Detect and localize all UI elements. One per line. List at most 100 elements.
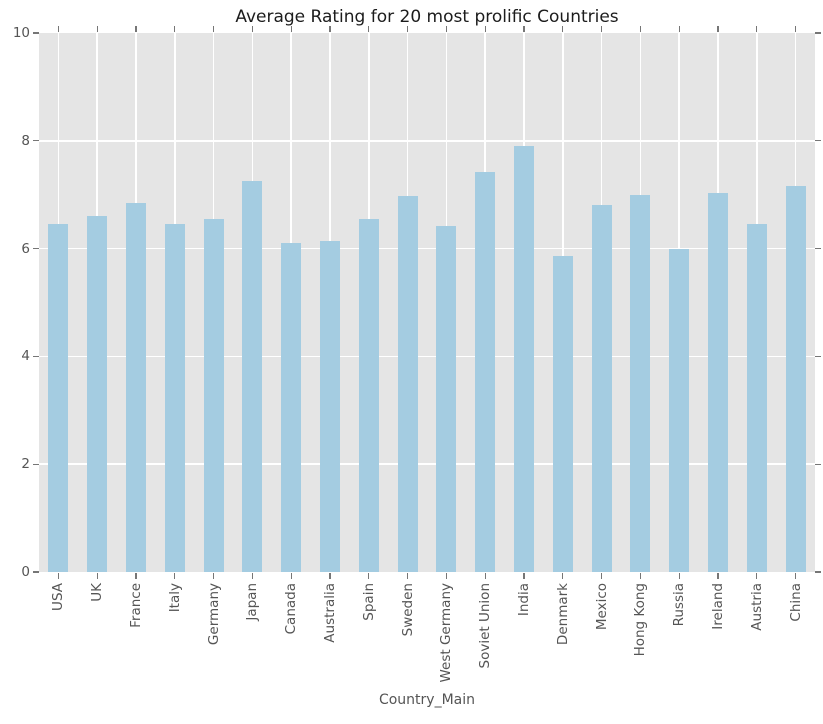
y-tick-right [815, 140, 821, 142]
bar-sweden [397, 195, 418, 572]
x-tick-label-italy: Italy [166, 583, 183, 613]
x-tick-bottom [135, 573, 137, 579]
gridline-horizontal [39, 463, 815, 465]
x-tick-label-west-germany: West Germany [438, 583, 455, 683]
y-tick-label: 6 [21, 240, 30, 257]
x-tick-bottom [368, 573, 370, 579]
y-tick-label: 4 [21, 348, 30, 365]
bar-italy [164, 224, 185, 572]
y-tick-left [33, 32, 39, 34]
x-tick-bottom [329, 573, 331, 579]
x-tick-top [717, 26, 719, 32]
x-tick-label-denmark: Denmark [554, 583, 571, 646]
x-tick-label-soviet-union: Soviet Union [477, 583, 494, 669]
x-tick-label-russia: Russia [671, 583, 688, 627]
x-tick-label-canada: Canada [283, 583, 300, 635]
x-tick-top [135, 26, 137, 32]
bar-uk [87, 216, 108, 572]
x-tick-label-france: France [128, 583, 144, 628]
gridline-horizontal [39, 247, 815, 250]
x-tick-bottom [213, 573, 215, 579]
y-tick-label: 10 [12, 25, 30, 41]
x-tick-bottom [601, 573, 603, 579]
y-tick-label: 2 [21, 456, 30, 473]
y-tick-left [33, 571, 39, 573]
y-tick-label: 8 [21, 132, 30, 149]
x-tick-top [96, 26, 98, 32]
x-tick-label-uk: UK [89, 583, 106, 602]
y-tick-label: 0 [21, 564, 30, 580]
y-tick-left [33, 248, 39, 250]
x-tick-label-germany: Germany [205, 583, 222, 646]
bar-canada [281, 243, 302, 572]
x-tick-bottom [795, 573, 797, 579]
bar-france [126, 202, 146, 572]
plot-area [39, 33, 815, 572]
x-tick-bottom [251, 573, 253, 579]
x-tick-label-hong-kong: Hong Kong [632, 583, 649, 657]
bar-usa [48, 224, 69, 572]
x-tick-bottom [174, 573, 176, 579]
x-tick-top [639, 26, 641, 32]
bar-austria [746, 224, 767, 572]
y-tick-left [33, 355, 39, 357]
x-tick-top [445, 26, 447, 32]
chart-title: Average Rating for 20 most prolific Coun… [235, 7, 619, 27]
x-tick-top [523, 26, 525, 32]
x-tick-label-sweden: Sweden [399, 583, 416, 637]
x-tick-top [756, 26, 758, 32]
x-tick-top [678, 26, 680, 32]
x-tick-bottom [756, 573, 758, 579]
x-tick-top [213, 26, 215, 32]
bar-mexico [591, 205, 612, 572]
x-tick-bottom [290, 573, 292, 579]
y-tick-left [33, 140, 39, 142]
y-tick-left [33, 463, 39, 465]
y-tick-right [815, 248, 821, 250]
x-tick-label-australia: Australia [322, 583, 338, 643]
bar-russia [669, 248, 690, 572]
x-tick-bottom [523, 573, 525, 579]
x-tick-top [174, 26, 176, 32]
x-tick-label-india: India [516, 583, 532, 617]
x-tick-top [484, 26, 486, 32]
gridline-horizontal [39, 355, 815, 358]
x-tick-top [329, 26, 331, 32]
y-tick-right [815, 32, 821, 34]
x-tick-label-japan: Japan [244, 583, 261, 621]
y-tick-right [815, 463, 821, 465]
bar-hong-kong [630, 195, 651, 572]
x-tick-label-ireland: Ireland [710, 583, 726, 630]
x-axis-label: Country_Main [378, 692, 476, 708]
bar-spain [358, 218, 379, 572]
x-tick-bottom [639, 573, 641, 579]
y-tick-right [815, 355, 821, 357]
x-tick-label-usa: USA [50, 583, 67, 611]
x-tick-top [562, 26, 564, 32]
bar-australia [320, 240, 340, 572]
bar-japan [242, 181, 263, 572]
x-tick-top [290, 26, 292, 32]
bar-china [785, 185, 806, 572]
bar-denmark [552, 255, 573, 572]
x-tick-label-spain: Spain [360, 583, 377, 621]
bar-ireland [708, 193, 728, 572]
x-tick-bottom [57, 573, 59, 579]
bar-west-germany [436, 225, 457, 572]
x-tick-bottom [96, 573, 98, 579]
x-tick-top [601, 26, 603, 32]
x-tick-bottom [562, 573, 564, 579]
x-tick-top [407, 26, 409, 32]
x-tick-bottom [717, 573, 719, 579]
x-tick-bottom [484, 573, 486, 579]
x-tick-top [251, 26, 253, 32]
bar-soviet-union [475, 171, 496, 572]
x-tick-top [368, 26, 370, 32]
y-tick-right [815, 571, 821, 573]
x-tick-top [57, 26, 59, 32]
bar-india [514, 145, 534, 572]
bar-germany [203, 218, 224, 572]
x-tick-bottom [678, 573, 680, 579]
gridline-horizontal [39, 140, 815, 142]
